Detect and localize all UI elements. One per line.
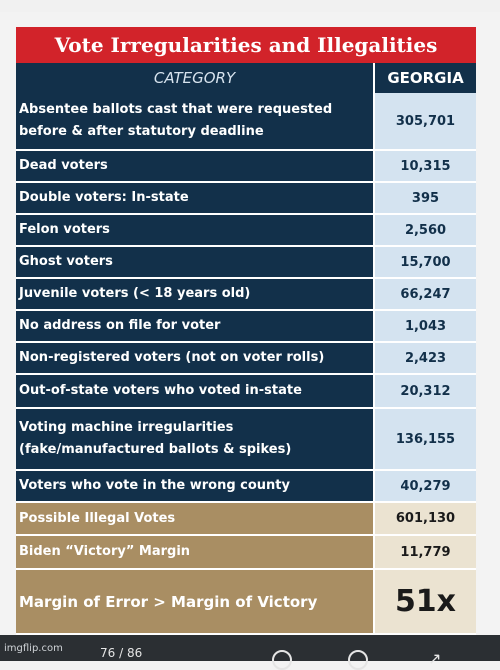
- add-icon[interactable]: [348, 650, 368, 670]
- row-value: 2,560: [375, 215, 476, 245]
- row-value: 2,423: [375, 343, 476, 373]
- table-row: Absentee ballots cast that were requeste…: [16, 93, 476, 151]
- victory-margin-value: 11,779: [375, 536, 476, 568]
- row-value: 66,247: [375, 279, 476, 309]
- row-value: 136,155: [375, 409, 476, 469]
- row-label: Juvenile voters (< 18 years old): [16, 279, 373, 309]
- table-row: Juvenile voters (< 18 years old) 66,247: [16, 279, 476, 311]
- row-label: Out-of-state voters who voted in-state: [16, 375, 373, 407]
- margin-comparison-label: Margin of Error > Margin of Victory: [16, 570, 373, 633]
- vote-table-card: Vote Irregularities and Illegalities CAT…: [16, 27, 476, 635]
- possible-illegal-votes-label: Possible Illegal Votes: [16, 503, 373, 534]
- row-label: Double voters: In-state: [16, 183, 373, 213]
- row-value: 10,315: [375, 151, 476, 181]
- top-bar: [0, 0, 500, 12]
- zoom-icon[interactable]: [272, 650, 292, 670]
- summary-row: Biden “Victory” Margin 11,779: [16, 536, 476, 570]
- page-counter: 76 / 86: [100, 646, 143, 660]
- table-row: Voters who vote in the wrong county 40,2…: [16, 471, 476, 503]
- table-row: Ghost voters 15,700: [16, 247, 476, 279]
- table-row: Voting machine irregularities (fake/manu…: [16, 409, 476, 471]
- table-row: Dead voters 10,315: [16, 151, 476, 183]
- row-label: Non-registered voters (not on voter roll…: [16, 343, 373, 373]
- row-label: Dead voters: [16, 151, 373, 181]
- row-value: 40,279: [375, 471, 476, 501]
- row-label: Ghost voters: [16, 247, 373, 277]
- margin-multiplier-value: 51x: [375, 570, 476, 633]
- row-label: Voters who vote in the wrong county: [16, 471, 373, 501]
- viewer-toolbar: imgflip.com 76 / 86 ↗: [0, 635, 500, 670]
- expand-icon[interactable]: ↗: [428, 649, 442, 668]
- row-label: Absentee ballots cast that were requeste…: [16, 93, 373, 149]
- row-label: Voting machine irregularities (fake/manu…: [16, 409, 373, 469]
- row-value: 15,700: [375, 247, 476, 277]
- table-title: Vote Irregularities and Illegalities: [16, 27, 476, 63]
- summary-row: Margin of Error > Margin of Victory 51x: [16, 570, 476, 635]
- row-label: Felon voters: [16, 215, 373, 245]
- row-value: 395: [375, 183, 476, 213]
- table-row: Non-registered voters (not on voter roll…: [16, 343, 476, 375]
- table-row: No address on file for voter 1,043: [16, 311, 476, 343]
- row-value: 305,701: [375, 93, 476, 149]
- summary-row: Possible Illegal Votes 601,130: [16, 503, 476, 536]
- table-row: Out-of-state voters who voted in-state 2…: [16, 375, 476, 409]
- possible-illegal-votes-value: 601,130: [375, 503, 476, 534]
- category-header: CATEGORY: [16, 63, 373, 93]
- state-header: GEORGIA: [375, 63, 476, 93]
- row-label: No address on file for voter: [16, 311, 373, 341]
- watermark: imgflip.com: [4, 643, 63, 654]
- victory-margin-label: Biden “Victory” Margin: [16, 536, 373, 568]
- row-value: 1,043: [375, 311, 476, 341]
- table-row: Double voters: In-state 395: [16, 183, 476, 215]
- row-value: 20,312: [375, 375, 476, 407]
- table-row: Felon voters 2,560: [16, 215, 476, 247]
